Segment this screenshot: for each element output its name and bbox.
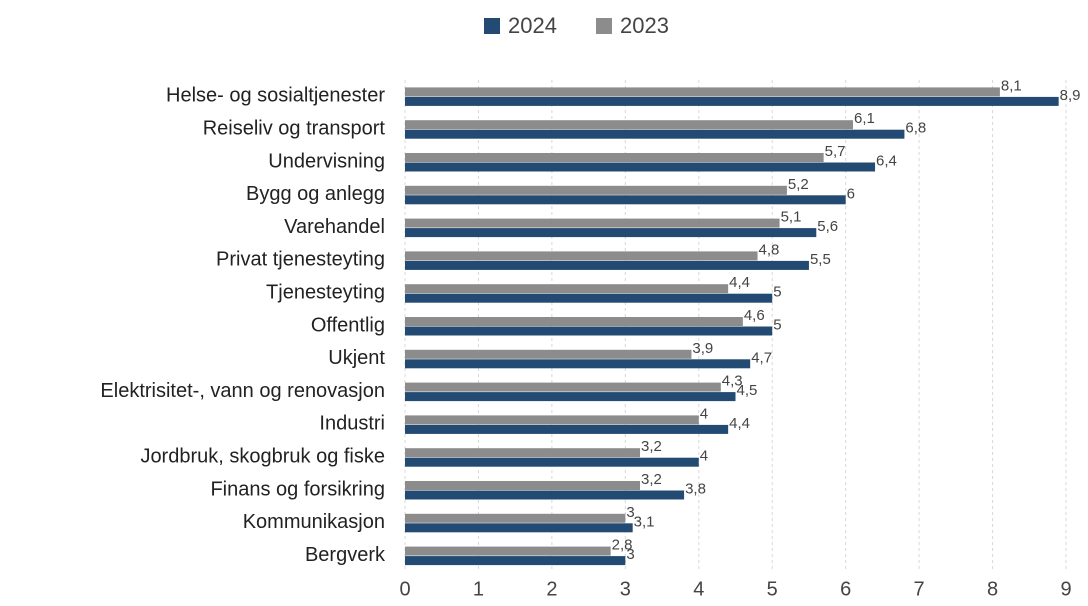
bar bbox=[405, 326, 773, 336]
category-label: Elektrisitet-, vann og renovasjon bbox=[100, 380, 385, 402]
value-label: 3 bbox=[626, 504, 634, 521]
legend-label: 2024 bbox=[508, 13, 557, 38]
value-label: 5,1 bbox=[781, 209, 802, 226]
value-label: 4 bbox=[700, 448, 708, 465]
value-label: 3,8 bbox=[685, 480, 706, 497]
category-label: Helse- og sosialtjenester bbox=[166, 85, 385, 107]
bar bbox=[405, 349, 692, 359]
x-tick-label: 7 bbox=[914, 578, 925, 600]
value-label: 4,4 bbox=[729, 274, 750, 291]
x-tick-label: 6 bbox=[840, 578, 851, 600]
category-label: Tjenesteyting bbox=[266, 281, 385, 303]
value-label: 6,8 bbox=[905, 120, 926, 137]
value-label: 3,2 bbox=[641, 471, 662, 488]
x-tick-label: 0 bbox=[399, 578, 410, 600]
value-label: 2,8 bbox=[612, 537, 633, 554]
bar bbox=[405, 87, 1000, 97]
bar bbox=[405, 317, 743, 326]
category-label: Ukjent bbox=[328, 347, 385, 369]
bar bbox=[405, 251, 758, 261]
bar bbox=[405, 457, 699, 467]
bar bbox=[405, 284, 729, 294]
value-label: 4,5 bbox=[737, 382, 758, 399]
bar bbox=[405, 129, 905, 139]
value-label: 4,8 bbox=[759, 241, 780, 258]
value-label: 8,1 bbox=[1001, 77, 1022, 94]
bar bbox=[405, 293, 773, 303]
x-tick-label: 9 bbox=[1060, 578, 1071, 600]
category-label: Finans og forsikring bbox=[210, 478, 385, 500]
value-label: 6,4 bbox=[876, 152, 897, 169]
value-label: 8,9 bbox=[1060, 87, 1081, 104]
value-label: 3,1 bbox=[634, 513, 655, 530]
bar bbox=[405, 228, 817, 238]
category-label: Reiseliv og transport bbox=[203, 117, 386, 139]
value-label: 6,1 bbox=[854, 110, 875, 127]
bar bbox=[405, 481, 641, 490]
x-tick-label: 4 bbox=[693, 578, 704, 600]
value-label: 4 bbox=[700, 405, 708, 422]
bar bbox=[405, 490, 685, 500]
value-label: 5,5 bbox=[810, 251, 831, 268]
category-label: Bergverk bbox=[305, 544, 386, 566]
bar bbox=[405, 392, 736, 402]
bar bbox=[405, 185, 787, 195]
bar bbox=[405, 523, 633, 533]
value-label: 4,3 bbox=[722, 373, 743, 390]
x-tick-label: 3 bbox=[620, 578, 631, 600]
bar bbox=[405, 556, 626, 566]
x-tick-label: 1 bbox=[473, 578, 484, 600]
value-label: 5 bbox=[773, 284, 781, 301]
bar bbox=[405, 415, 699, 425]
x-tick-label: 8 bbox=[987, 578, 998, 600]
category-label: Jordbruk, skogbruk og fiske bbox=[140, 445, 385, 467]
value-label: 5,2 bbox=[788, 176, 809, 193]
bar bbox=[405, 382, 721, 392]
value-label: 5,6 bbox=[817, 218, 838, 235]
category-label: Undervisning bbox=[268, 150, 385, 172]
category-label: Varehandel bbox=[284, 216, 385, 238]
bar bbox=[405, 359, 751, 369]
value-label: 4,7 bbox=[751, 349, 772, 366]
legend-swatch bbox=[484, 18, 500, 34]
value-label: 4,6 bbox=[744, 307, 765, 324]
bar bbox=[405, 448, 641, 458]
bar bbox=[405, 120, 854, 130]
bar bbox=[405, 218, 780, 228]
bar bbox=[405, 96, 1059, 106]
value-label: 5,7 bbox=[825, 143, 846, 160]
value-label: 5 bbox=[773, 316, 781, 333]
category-label: Offentlig bbox=[311, 314, 385, 336]
category-label: Kommunikasjon bbox=[243, 511, 385, 533]
bar bbox=[405, 424, 729, 434]
x-tick-label: 2 bbox=[546, 578, 557, 600]
bar bbox=[405, 153, 824, 162]
category-label: Bygg og anlegg bbox=[246, 183, 385, 205]
bar bbox=[405, 546, 611, 556]
category-label: Privat tjenesteyting bbox=[216, 249, 385, 271]
legend-swatch bbox=[596, 18, 612, 34]
bar bbox=[405, 195, 846, 205]
bar bbox=[405, 162, 876, 172]
value-label: 6 bbox=[847, 185, 855, 202]
value-label: 3 bbox=[626, 546, 634, 563]
legend-label: 2023 bbox=[620, 13, 669, 38]
x-tick-label: 5 bbox=[767, 578, 778, 600]
value-label: 3,2 bbox=[641, 438, 662, 455]
value-label: 4,4 bbox=[729, 415, 750, 432]
category-label: Industri bbox=[319, 413, 385, 435]
bar bbox=[405, 513, 626, 523]
value-label: 3,9 bbox=[692, 340, 713, 357]
bar bbox=[405, 260, 809, 270]
